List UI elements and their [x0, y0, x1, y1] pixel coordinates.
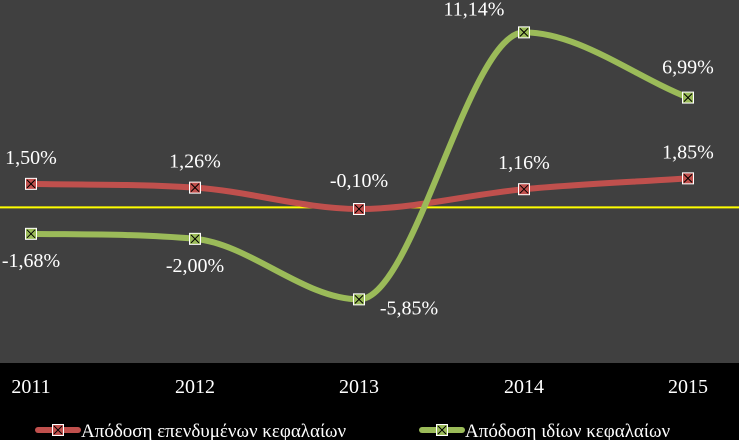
legend-item-1: Απόδοση επενδυμένων κεφαλαίων	[35, 421, 347, 440]
legend-marker-1	[52, 424, 64, 436]
data-point-1-2011	[25, 177, 37, 190]
data-label-2-2011: -1,68%	[2, 250, 60, 272]
data-point-1-2015	[682, 172, 694, 185]
data-label-1-2015: 1,85%	[662, 141, 714, 163]
legend-label-2: Απόδοση ιδίων κεφαλαίων	[465, 421, 670, 440]
data-point-2-2012-cross	[190, 234, 200, 244]
data-label-2-2015: 6,99%	[662, 57, 714, 79]
data-label-1-2013: -0,10%	[330, 170, 388, 192]
data-point-1-2014	[518, 183, 530, 196]
x-tick-2012: 2012	[175, 376, 215, 398]
data-label-2-2013: -5,85%	[380, 297, 438, 319]
data-point-2-2011-cross	[26, 229, 36, 239]
data-point-1-2013-cross	[354, 204, 364, 214]
x-tick-2014: 2014	[504, 376, 544, 398]
legend-item-2: Απόδοση ιδίων κεφαλαίων	[419, 421, 670, 440]
legend-label-1: Απόδοση επενδυμένων κεφαλαίων	[81, 421, 347, 440]
data-label-2-2012: -2,00%	[166, 255, 224, 277]
x-tick-2015: 2015	[668, 376, 708, 398]
data-point-2-2013	[353, 293, 365, 306]
data-point-2-2011	[25, 227, 37, 240]
data-point-2-2013-cross	[354, 295, 364, 304]
data-point-1-2013	[353, 203, 365, 215]
data-point-2-2014-cross	[519, 28, 529, 37]
data-label-1-2011: 1,50%	[5, 147, 57, 169]
data-point-2-2014	[518, 26, 530, 39]
legend-marker-2	[436, 424, 448, 436]
data-point-1-2012-cross	[190, 183, 200, 192]
legend-marker-2-cross	[437, 425, 447, 435]
series-line-2	[28, 29, 691, 303]
data-point-2-2015	[682, 91, 694, 104]
x-tick-2013: 2013	[339, 376, 379, 398]
data-point-1-2012	[189, 181, 201, 194]
data-label-1-2014: 1,16%	[498, 152, 550, 174]
x-tick-2011: 2011	[11, 376, 50, 398]
legend-marker-1-cross	[53, 425, 63, 435]
data-label-2-2014: 11,14%	[444, 0, 505, 20]
data-point-1-2014-cross	[519, 184, 529, 194]
data-point-1-2011-cross	[26, 179, 36, 189]
data-label-1-2012: 1,26%	[169, 151, 221, 173]
data-point-2-2012	[189, 232, 201, 245]
data-point-1-2015-cross	[683, 174, 693, 183]
data-point-2-2015-cross	[683, 93, 693, 102]
